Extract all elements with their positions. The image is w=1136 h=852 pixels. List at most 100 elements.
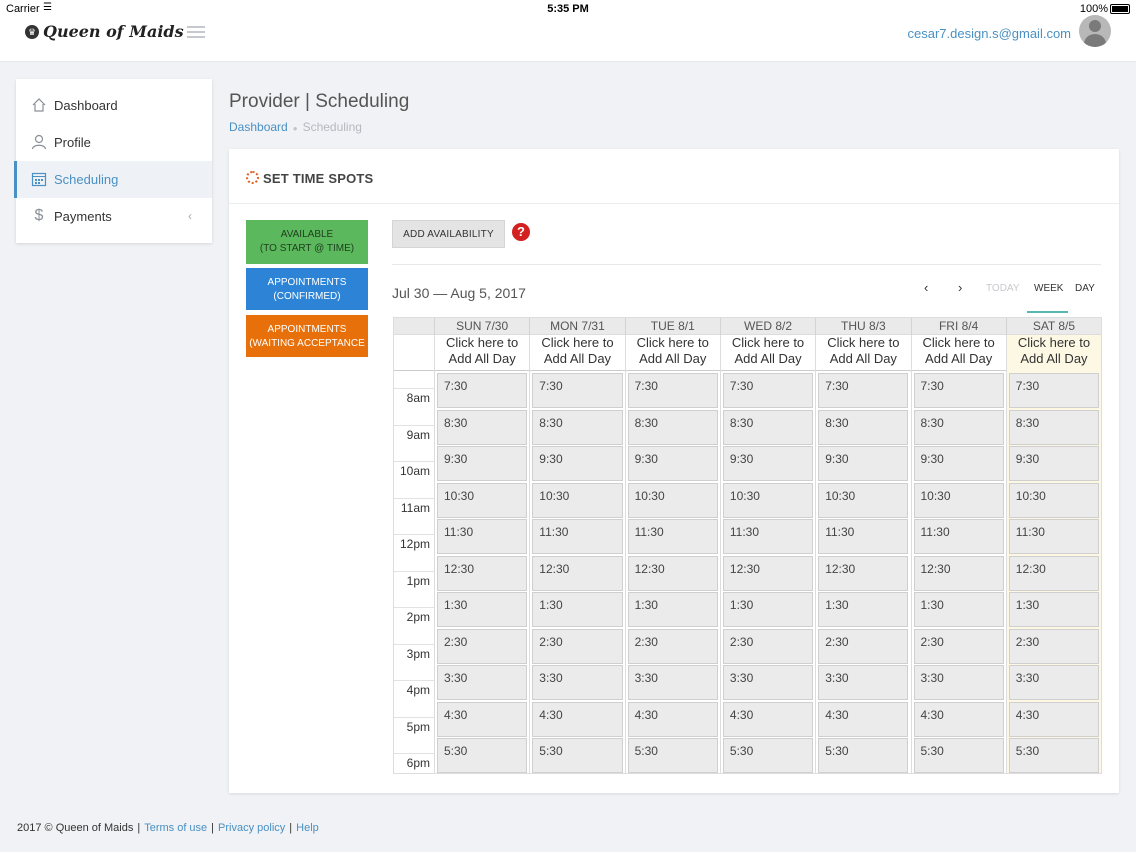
time-slot[interactable]: 3:30 xyxy=(913,665,1004,700)
time-slot[interactable]: 9:30 xyxy=(818,446,909,481)
time-slot[interactable]: 10:30 xyxy=(722,482,814,518)
time-slot[interactable]: 11:30 xyxy=(1008,519,1100,554)
prev-week-icon[interactable]: ‹ xyxy=(924,280,929,295)
time-slot[interactable]: 4:30 xyxy=(437,701,528,737)
time-slot[interactable]: 1:30 xyxy=(818,592,909,627)
time-slot[interactable]: 3:30 xyxy=(1008,665,1100,700)
time-slot[interactable]: 12:30 xyxy=(1008,555,1100,591)
all-day-cell[interactable]: Click here to Add All Day xyxy=(815,335,910,371)
time-slot[interactable]: 2:30 xyxy=(437,628,528,664)
all-day-cell[interactable]: Click here to Add All Day xyxy=(529,335,624,371)
time-slot[interactable]: 9:30 xyxy=(627,446,718,481)
sidebar-item-payments[interactable]: $ Payments ‹ xyxy=(16,198,212,235)
time-slot[interactable]: 9:30 xyxy=(722,446,814,481)
time-slot[interactable]: 12:30 xyxy=(913,555,1004,591)
time-slot[interactable]: 5:30 xyxy=(722,738,814,773)
time-slot[interactable]: 8:30 xyxy=(627,409,718,445)
time-slot[interactable]: 12:30 xyxy=(722,555,814,591)
time-slot[interactable]: 12:30 xyxy=(627,555,718,591)
time-slot[interactable]: 8:30 xyxy=(1008,409,1100,445)
day-view-button[interactable]: DAY xyxy=(1075,283,1095,294)
time-slot[interactable]: 10:30 xyxy=(437,482,528,518)
time-slot[interactable]: 2:30 xyxy=(532,628,623,664)
time-slot[interactable]: 2:30 xyxy=(818,628,909,664)
sidebar-item-profile[interactable]: Profile xyxy=(16,124,212,161)
time-slot[interactable]: 5:30 xyxy=(913,738,1004,773)
sidebar-item-scheduling[interactable]: Scheduling xyxy=(14,161,212,198)
time-slot[interactable]: 10:30 xyxy=(1008,482,1100,518)
time-slot[interactable]: 11:30 xyxy=(627,519,718,554)
time-slot[interactable]: 3:30 xyxy=(532,665,623,700)
time-slot[interactable]: 2:30 xyxy=(913,628,1004,664)
time-slot[interactable]: 11:30 xyxy=(818,519,909,554)
all-day-cell[interactable]: Click here to Add All Day xyxy=(910,335,1006,371)
time-slot[interactable]: 3:30 xyxy=(722,665,814,700)
menu-toggle-icon[interactable] xyxy=(187,26,205,38)
time-slot[interactable]: 2:30 xyxy=(722,628,814,664)
time-slot[interactable]: 8:30 xyxy=(437,409,528,445)
time-slot[interactable]: 11:30 xyxy=(532,519,623,554)
add-availability-button[interactable]: ADD AVAILABILITY xyxy=(392,220,505,248)
all-day-cell[interactable]: Click here to Add All Day xyxy=(1005,335,1102,371)
user-email[interactable]: cesar7.design.s@gmail.com xyxy=(907,26,1071,41)
avatar[interactable] xyxy=(1079,15,1111,47)
help-icon[interactable]: ? xyxy=(512,223,530,241)
breadcrumb-link-dashboard[interactable]: Dashboard xyxy=(229,120,288,134)
time-slot[interactable]: 5:30 xyxy=(437,738,528,773)
time-slot[interactable]: 5:30 xyxy=(818,738,909,773)
time-slot[interactable]: 3:30 xyxy=(437,665,528,700)
time-slot[interactable]: 4:30 xyxy=(913,701,1004,737)
time-slot[interactable]: 7:30 xyxy=(818,373,909,408)
time-slot[interactable]: 1:30 xyxy=(722,592,814,627)
time-slot[interactable]: 7:30 xyxy=(722,373,814,408)
time-slot[interactable]: 7:30 xyxy=(532,373,623,408)
time-slot[interactable]: 7:30 xyxy=(913,373,1004,408)
all-day-cell[interactable]: Click here to Add All Day xyxy=(624,335,720,371)
time-slot[interactable]: 11:30 xyxy=(722,519,814,554)
time-slot[interactable]: 10:30 xyxy=(627,482,718,518)
time-slot[interactable]: 11:30 xyxy=(437,519,528,554)
time-slot[interactable]: 4:30 xyxy=(722,701,814,737)
time-slot[interactable]: 1:30 xyxy=(437,592,528,627)
time-slot[interactable]: 2:30 xyxy=(1008,628,1100,664)
time-slot[interactable]: 7:30 xyxy=(437,373,528,408)
time-slot[interactable]: 5:30 xyxy=(532,738,623,773)
today-button[interactable]: TODAY xyxy=(986,283,1020,294)
time-slot[interactable]: 4:30 xyxy=(532,701,623,737)
time-slot[interactable]: 8:30 xyxy=(722,409,814,445)
next-week-icon[interactable]: › xyxy=(958,280,963,295)
time-slot[interactable]: 11:30 xyxy=(913,519,1004,554)
time-slot[interactable]: 7:30 xyxy=(1008,373,1100,408)
time-slot[interactable]: 3:30 xyxy=(627,665,718,700)
time-slot[interactable]: 7:30 xyxy=(627,373,718,408)
time-slot[interactable]: 9:30 xyxy=(437,446,528,481)
privacy-link[interactable]: Privacy policy xyxy=(218,822,286,834)
time-slot[interactable]: 4:30 xyxy=(627,701,718,737)
time-slot[interactable]: 4:30 xyxy=(1008,701,1100,737)
time-slot[interactable]: 10:30 xyxy=(532,482,623,518)
time-slot[interactable]: 9:30 xyxy=(1008,446,1100,481)
time-slot[interactable]: 9:30 xyxy=(532,446,623,481)
all-day-cell[interactable]: Click here to Add All Day xyxy=(719,335,815,371)
help-link[interactable]: Help xyxy=(296,822,319,834)
time-slot[interactable]: 3:30 xyxy=(818,665,909,700)
logo[interactable]: ♛ Queen of Maids xyxy=(25,22,184,41)
time-slot[interactable]: 12:30 xyxy=(437,555,528,591)
time-slot[interactable]: 1:30 xyxy=(532,592,623,627)
time-slot[interactable]: 12:30 xyxy=(818,555,909,591)
all-day-cell[interactable]: Click here to Add All Day xyxy=(434,335,529,371)
time-slot[interactable]: 1:30 xyxy=(1008,592,1100,627)
time-slot[interactable]: 4:30 xyxy=(818,701,909,737)
time-slot[interactable]: 10:30 xyxy=(913,482,1004,518)
time-slot[interactable]: 12:30 xyxy=(532,555,623,591)
time-slot[interactable]: 2:30 xyxy=(627,628,718,664)
terms-link[interactable]: Terms of use xyxy=(144,822,208,834)
sidebar-item-dashboard[interactable]: Dashboard xyxy=(16,87,212,124)
time-slot[interactable]: 10:30 xyxy=(818,482,909,518)
time-slot[interactable]: 5:30 xyxy=(1008,738,1100,773)
time-slot[interactable]: 5:30 xyxy=(627,738,718,773)
chevron-left-icon[interactable]: ‹ xyxy=(188,209,192,223)
time-slot[interactable]: 8:30 xyxy=(913,409,1004,445)
week-view-button[interactable]: WEEK xyxy=(1034,283,1064,294)
time-slot[interactable]: 9:30 xyxy=(913,446,1004,481)
